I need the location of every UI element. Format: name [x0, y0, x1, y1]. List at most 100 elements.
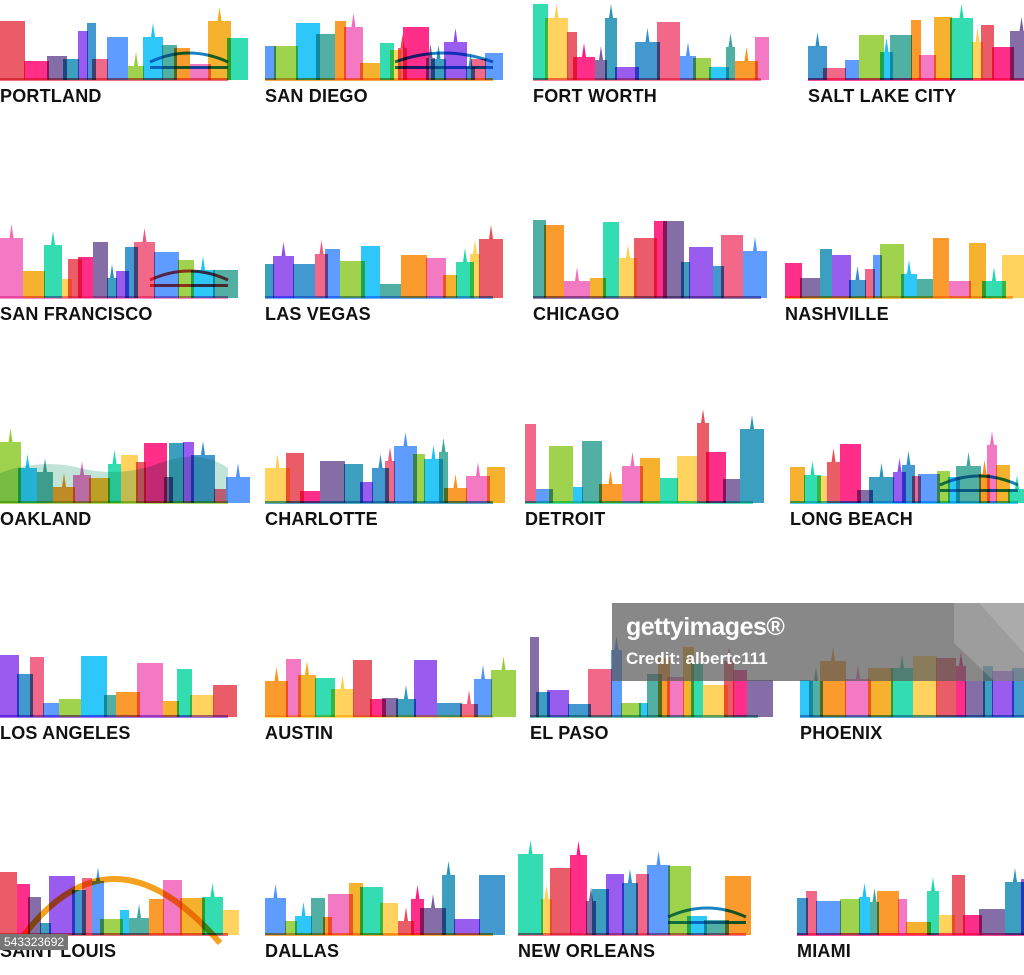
skyline-spire: [879, 463, 884, 477]
skyline-building: [809, 681, 823, 717]
skyline-building: [668, 866, 691, 935]
skyline-building: [107, 37, 128, 80]
skyline-building: [320, 461, 345, 503]
skyline-building: [394, 446, 417, 503]
skyline-spire: [301, 902, 306, 916]
skyline-building: [906, 922, 931, 935]
skyline-spire: [112, 450, 117, 464]
skyline-building: [190, 695, 214, 717]
skyline-spire: [576, 841, 581, 855]
skyline-building: [785, 263, 802, 298]
skyline-building: [845, 679, 871, 717]
skyline-spire: [582, 43, 586, 57]
skyline-building: [273, 256, 294, 298]
skyline-spire: [554, 4, 559, 18]
skyline-spire: [340, 675, 345, 689]
skyline-building: [901, 274, 917, 298]
skyline-building: [286, 453, 304, 503]
skyline-building: [726, 47, 735, 80]
skyline-spire: [463, 248, 467, 262]
skyline-spire: [431, 445, 436, 459]
skyline-building: [859, 897, 870, 935]
skyline-building: [315, 254, 328, 298]
skyline-building: [681, 262, 690, 298]
skyline-building: [683, 647, 694, 717]
skyline-building: [183, 442, 194, 503]
skyline-spire: [404, 907, 408, 921]
skyline-ground: [0, 296, 228, 299]
skyline-ground: [0, 715, 228, 718]
skyline-building: [963, 915, 982, 935]
skyline-building: [360, 482, 373, 503]
city-detroit: DETROIT: [525, 409, 765, 543]
skyline-building: [398, 48, 407, 80]
skyline-building: [265, 898, 286, 935]
skyline-building: [121, 455, 138, 503]
city-dallas: DALLAS: [265, 855, 505, 975]
skyline-building: [372, 468, 389, 503]
skyline-building: [979, 474, 990, 503]
skyline-spire: [575, 267, 579, 281]
skyline-building: [163, 701, 179, 717]
skyline-building: [877, 891, 899, 935]
skyline-building: [869, 477, 894, 503]
skyline-building: [982, 281, 1006, 298]
skyline-building: [323, 917, 332, 935]
skyline-building: [37, 472, 53, 503]
skyline-spire: [428, 44, 433, 58]
skyline-building: [466, 67, 475, 80]
skyline-spire: [453, 474, 458, 488]
skyline-building: [588, 669, 612, 717]
skyline-building: [315, 678, 335, 717]
skyline-spire: [990, 431, 994, 445]
city-name-label: SAN FRANCISCO: [0, 304, 153, 324]
skyline-building: [747, 680, 773, 717]
skyline-building: [934, 17, 952, 80]
skyline-spire: [872, 888, 877, 902]
skyline-building: [164, 477, 173, 503]
skyline-building: [335, 21, 346, 80]
skyline-building: [59, 699, 81, 717]
skyline-building: [865, 269, 875, 298]
skyline-building: [265, 468, 290, 503]
skyline-ground: [0, 501, 228, 504]
skyline-spire: [273, 884, 278, 898]
skyline-building: [444, 42, 467, 80]
skyline-building: [1005, 882, 1024, 935]
skyline-spire: [753, 237, 757, 251]
skyline-spire: [907, 260, 911, 274]
skyline-spire: [481, 665, 485, 679]
skyline-building: [63, 59, 79, 80]
skyline-austin-illustration: [265, 656, 516, 718]
skyline-building: [169, 443, 184, 503]
skyline-spire: [134, 52, 138, 66]
skyline-fort-worth-illustration: [533, 4, 769, 81]
skyline-building: [996, 465, 1010, 503]
skyline-spire: [810, 461, 815, 475]
skyline-building: [550, 868, 571, 935]
bridge-cable: [149, 269, 229, 282]
skyline-building: [592, 889, 609, 935]
skyline-building: [191, 455, 215, 503]
skyline-spire: [686, 42, 690, 56]
skyline-spire: [415, 885, 420, 899]
skyline-building: [590, 278, 606, 298]
skyline-spire: [744, 47, 749, 61]
skyline-building: [349, 883, 363, 935]
skyline-building: [17, 884, 30, 935]
skyline-spire: [319, 240, 324, 254]
skyline-spire: [476, 462, 480, 476]
skyline-building: [541, 899, 552, 935]
image-id-label: 543323692: [0, 934, 69, 950]
skyline-building: [859, 35, 884, 80]
skyline-spire: [8, 428, 13, 442]
skyline-ground: [533, 296, 761, 299]
skyline-building: [621, 703, 641, 717]
bridge-deck: [395, 66, 493, 69]
city-name-label: EL PASO: [530, 723, 609, 743]
skyline-building: [24, 61, 49, 80]
bridge-deck: [150, 284, 228, 287]
skyline-spire: [403, 432, 408, 446]
skyline-spire: [628, 869, 632, 883]
skyline-building: [880, 52, 893, 80]
